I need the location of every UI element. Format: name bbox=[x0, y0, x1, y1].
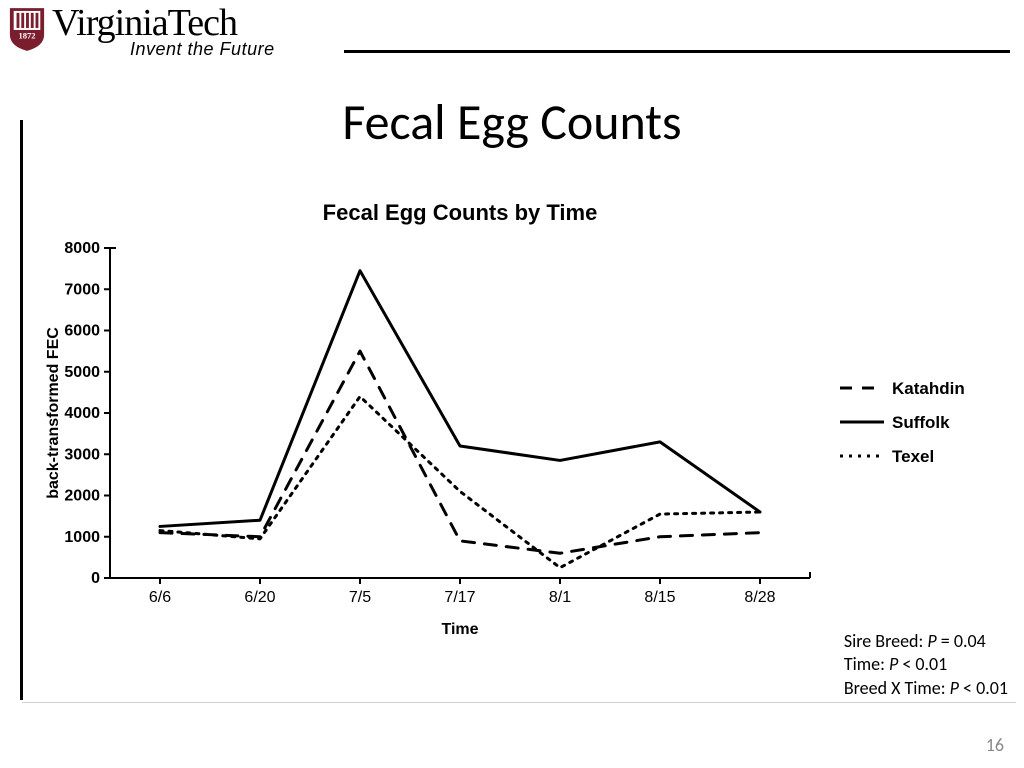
stat-line: Breed X Time: P < 0.01 bbox=[844, 677, 1008, 700]
stat-line: Sire Breed: P = 0.04 bbox=[844, 630, 1008, 653]
svg-text:1000: 1000 bbox=[64, 529, 100, 546]
page-number: 16 bbox=[986, 734, 1004, 756]
svg-text:0: 0 bbox=[91, 570, 100, 587]
svg-text:7000: 7000 bbox=[64, 281, 100, 298]
svg-text:6/20: 6/20 bbox=[244, 589, 275, 606]
chart-container: Fecal Egg Counts by Time 010002000300040… bbox=[40, 200, 1000, 670]
vt-wordmark: VirginiaTech bbox=[52, 4, 275, 42]
svg-text:back-transformed FEC: back-transformed FEC bbox=[45, 327, 62, 499]
svg-text:Texel: Texel bbox=[892, 447, 934, 466]
svg-text:8/15: 8/15 bbox=[644, 589, 675, 606]
vt-tagline: Invent the Future bbox=[130, 40, 275, 58]
header-rule bbox=[344, 50, 1010, 53]
svg-text:7/5: 7/5 bbox=[349, 589, 371, 606]
svg-text:6/6: 6/6 bbox=[149, 589, 171, 606]
svg-text:2000: 2000 bbox=[64, 488, 100, 505]
svg-text:5000: 5000 bbox=[64, 364, 100, 381]
svg-text:1872: 1872 bbox=[18, 31, 35, 41]
bottom-rule bbox=[22, 702, 1016, 703]
svg-text:8000: 8000 bbox=[64, 240, 100, 257]
line-chart: 0 1000 2000 3000 4000 5000 6000 7000 8000 6/6 6/20… bbox=[40, 238, 980, 658]
chart-title: Fecal Egg Counts by Time bbox=[0, 200, 1000, 226]
svg-text:8/28: 8/28 bbox=[744, 589, 775, 606]
svg-text:7/17: 7/17 bbox=[444, 589, 475, 606]
stats-block: Sire Breed: P = 0.04Time: P < 0.01Breed … bbox=[844, 630, 1008, 700]
svg-text:4000: 4000 bbox=[64, 405, 100, 422]
svg-text:Katahdin: Katahdin bbox=[892, 379, 965, 398]
svg-text:Time: Time bbox=[441, 621, 478, 638]
vt-shield-icon: 1872 bbox=[8, 6, 46, 52]
svg-text:Suffolk: Suffolk bbox=[892, 413, 950, 432]
svg-text:3000: 3000 bbox=[64, 446, 100, 463]
stat-line: Time: P < 0.01 bbox=[844, 653, 1008, 676]
vt-logo: 1872 VirginiaTech Invent the Future bbox=[8, 4, 275, 58]
svg-text:6000: 6000 bbox=[64, 323, 100, 340]
svg-text:8/1: 8/1 bbox=[549, 589, 571, 606]
slide-title: Fecal Egg Counts bbox=[0, 92, 1024, 153]
